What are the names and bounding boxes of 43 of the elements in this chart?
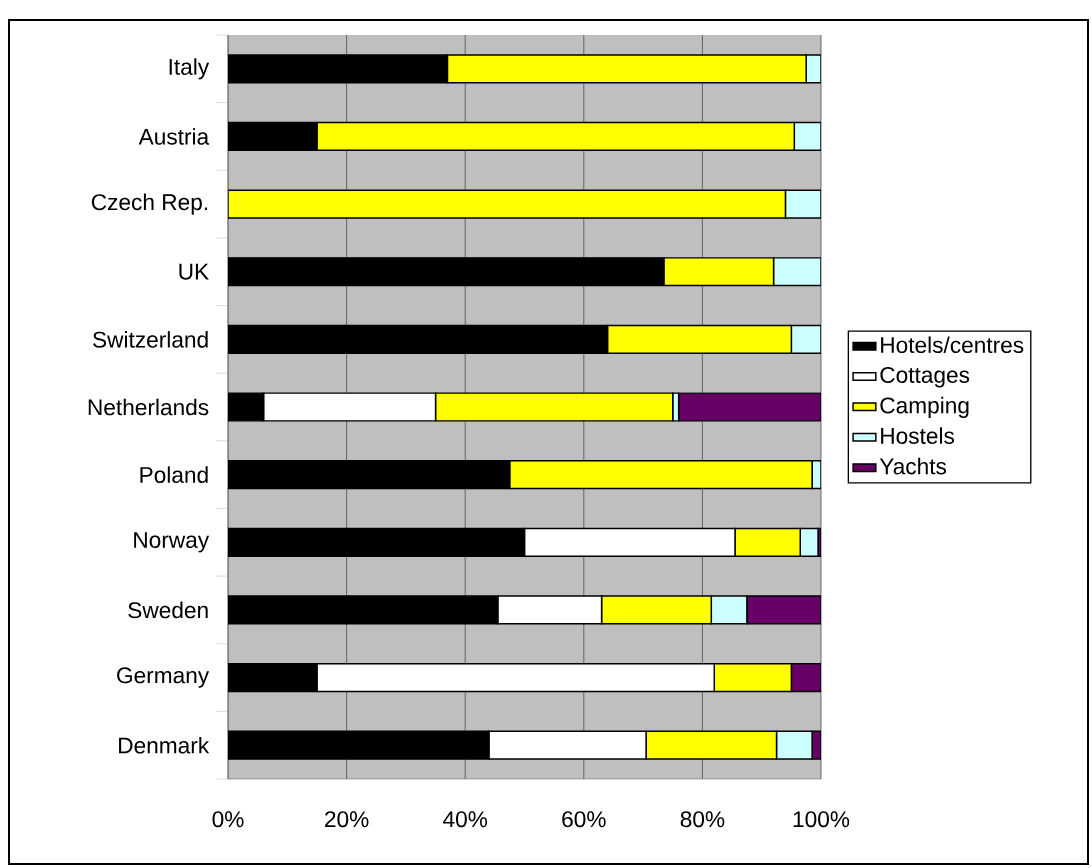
y-tick-label: Netherlands	[88, 398, 209, 416]
x-tick-label: 0%	[212, 811, 244, 828]
bar	[446, 54, 807, 84]
bar	[734, 527, 801, 557]
bar	[710, 595, 748, 625]
bar	[508, 460, 813, 490]
x-tick-label: 40%	[443, 811, 488, 828]
bar	[228, 189, 787, 219]
bar	[497, 595, 603, 625]
bar	[775, 730, 813, 760]
bar	[790, 662, 822, 693]
bar	[677, 392, 822, 422]
y-tick-label: UK	[179, 263, 209, 280]
x-tick-label: 20%	[325, 811, 369, 828]
bar	[316, 121, 796, 152]
bar	[793, 121, 822, 152]
bar	[746, 595, 822, 625]
bar	[434, 392, 674, 422]
y-tick-label: Denmark	[119, 736, 210, 754]
bar	[772, 257, 822, 287]
x-tick-label: 80%	[680, 811, 725, 828]
y-tick-label: Austria	[138, 128, 210, 145]
y-tick-label: Germany	[117, 667, 210, 688]
x-tick-label: 60%	[562, 811, 606, 828]
legend-label: Hotels/centres	[881, 336, 1024, 354]
bar	[600, 595, 713, 625]
y-tick-label: Switzerland	[93, 331, 208, 348]
legend-label: Camping	[880, 396, 969, 418]
bar	[645, 730, 778, 760]
legend-label: Yachts	[879, 457, 947, 475]
y-tick-label: Sweden	[128, 601, 208, 619]
bar	[606, 324, 793, 354]
y-tick-label: Norway	[134, 532, 210, 553]
y-tick-label: Italy	[169, 58, 210, 80]
y-tick-label: Poland	[140, 466, 208, 483]
legend-label: Cottages	[880, 366, 970, 388]
bar	[784, 189, 822, 219]
y-tick-label: Czech Rep.	[91, 193, 208, 215]
bar	[663, 257, 775, 287]
bar	[713, 662, 793, 693]
bar	[790, 324, 822, 354]
legend-label: Hostels	[881, 427, 955, 444]
x-tick-label: 100%	[793, 811, 850, 828]
